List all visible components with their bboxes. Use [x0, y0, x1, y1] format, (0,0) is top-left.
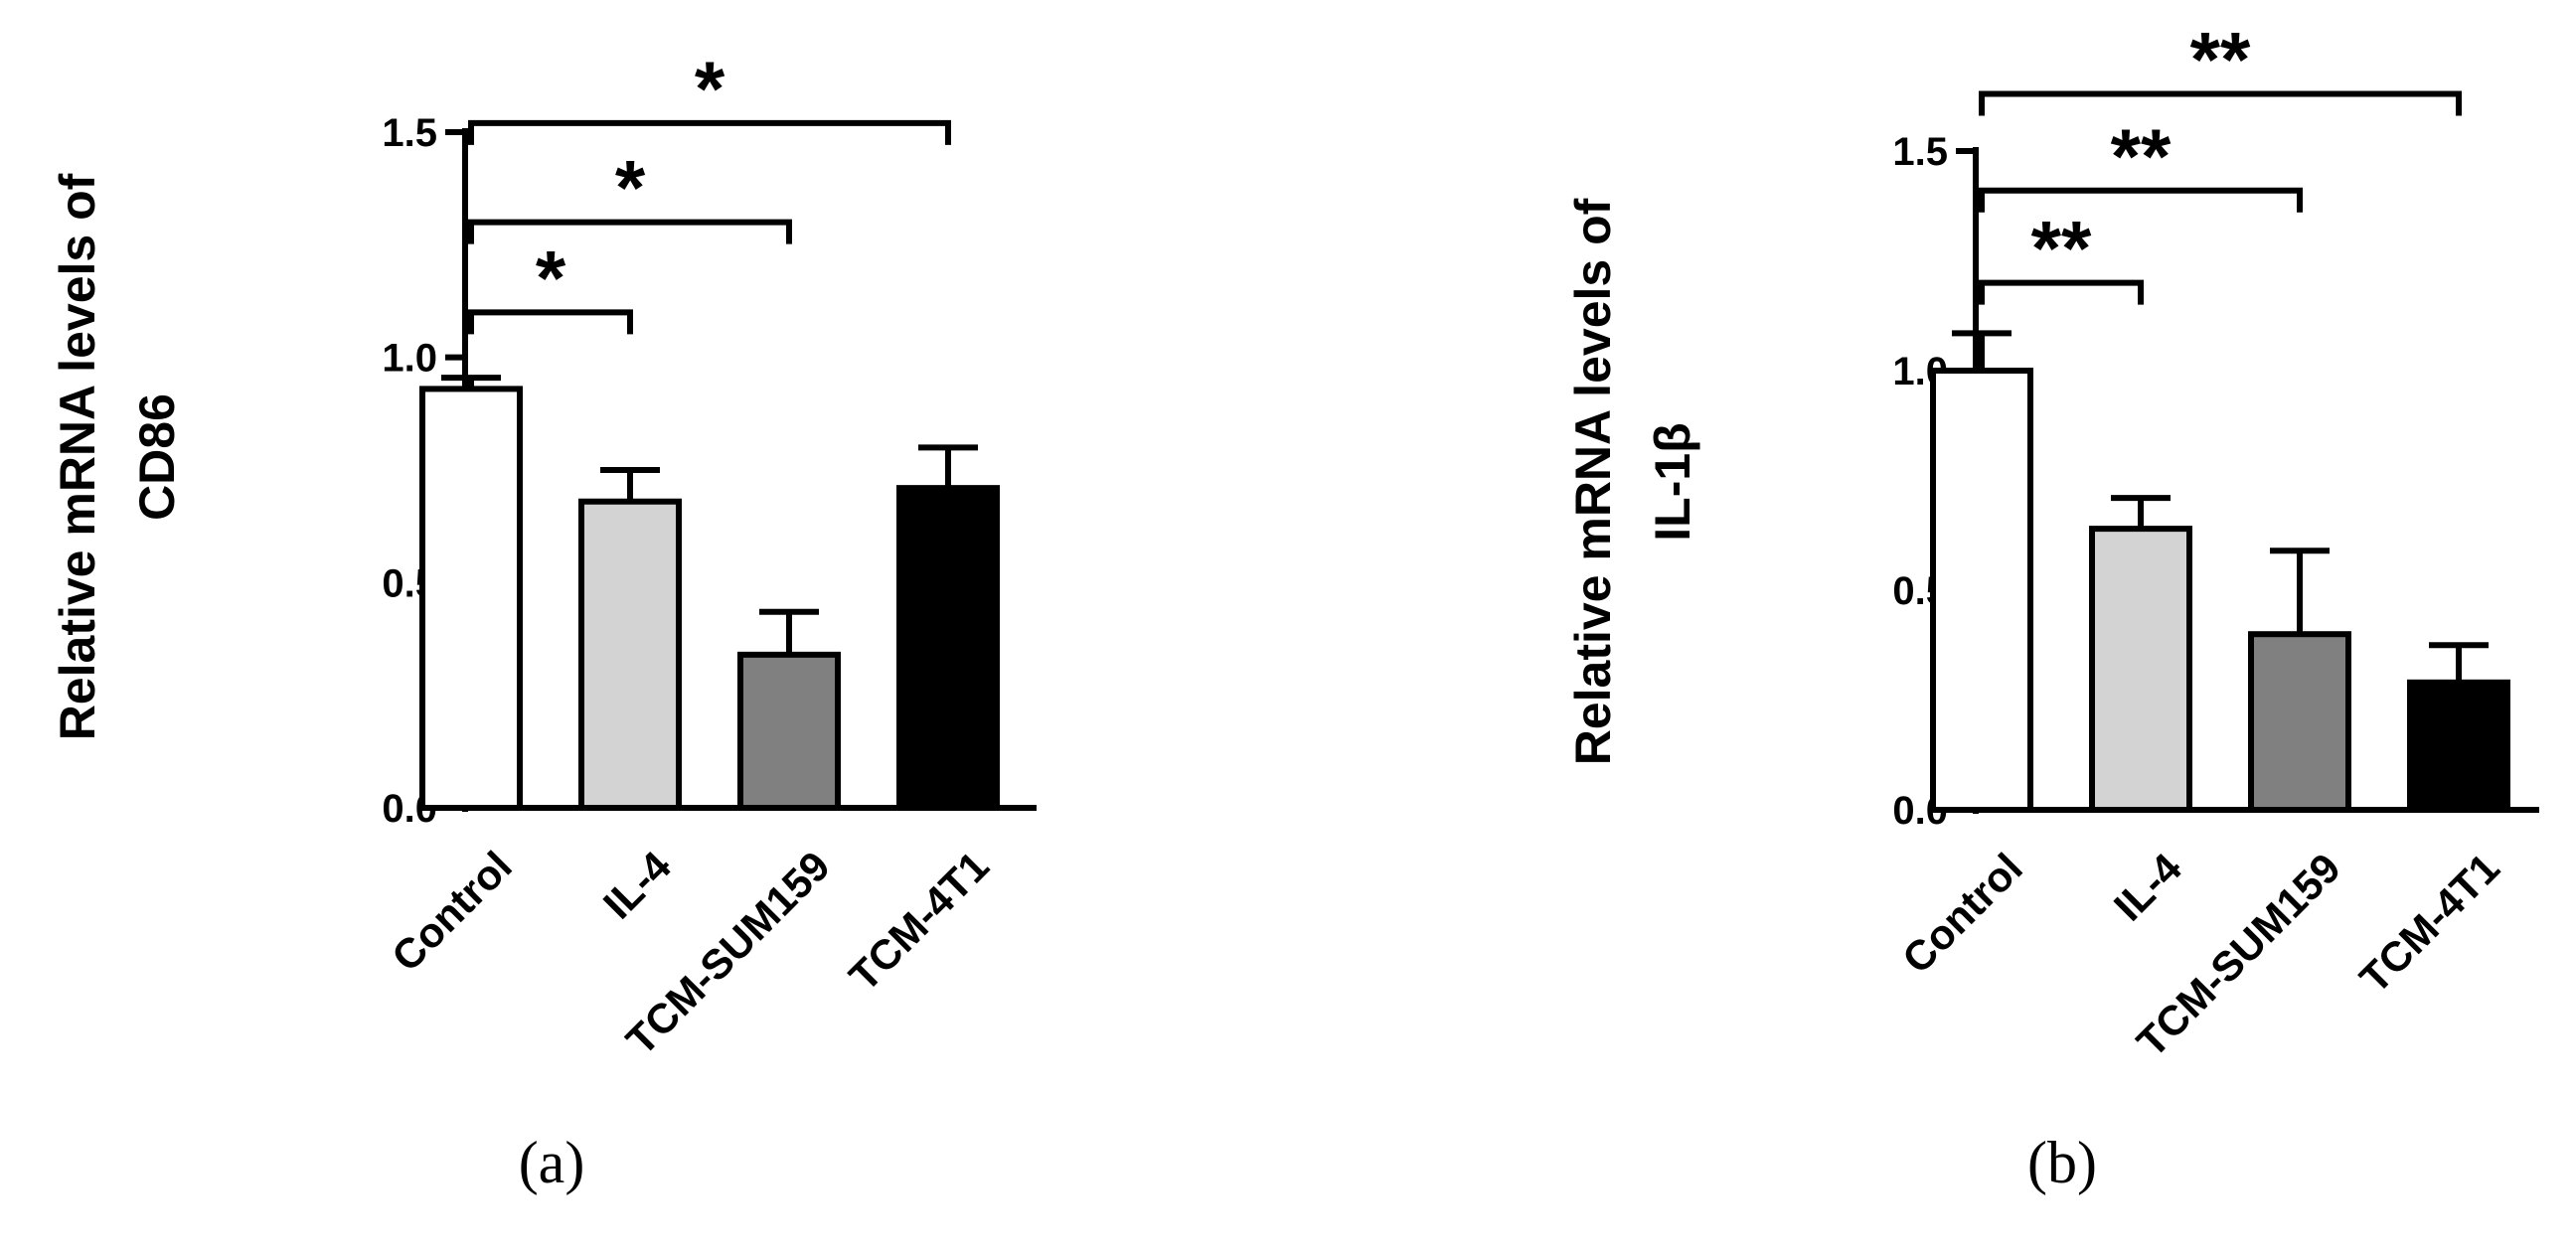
y-axis-label-line: Relative mRNA levels of: [50, 173, 105, 740]
bar: [419, 386, 523, 811]
bar: [2248, 631, 2351, 814]
y-axis-label: Relative mRNA levels of IL-1β: [1565, 198, 1700, 765]
significance-bracket: [1979, 279, 2144, 305]
bar: [1930, 368, 2033, 813]
significance-label: **: [2111, 112, 2172, 200]
bar: [2407, 679, 2510, 813]
y-tick-label: 1.5: [1892, 130, 1948, 174]
significance-bracket: [468, 309, 633, 335]
significance-label: **: [2031, 205, 2092, 292]
category-label: Control: [383, 843, 521, 981]
bar: [896, 485, 1000, 811]
panel-label: (b): [2027, 1130, 2097, 1195]
y-tick-label: 1.0: [382, 337, 437, 381]
bar: [578, 498, 682, 811]
significance-label: *: [615, 144, 646, 232]
category-label: TCM-4T1: [840, 843, 998, 1001]
y-axis-label-line: Relative mRNA levels of: [1565, 198, 1621, 765]
significance-bracket: [468, 119, 951, 145]
significance-label: *: [536, 234, 566, 321]
category-label: IL-4: [2105, 844, 2190, 929]
y-axis-label: Relative mRNA levels of CD86: [50, 173, 185, 740]
significance-bracket: [1979, 90, 2462, 116]
significance-label: **: [2190, 16, 2251, 103]
panel-label: (a): [519, 1130, 585, 1195]
category-label: Control: [1893, 845, 2031, 983]
significance-label: *: [695, 45, 725, 132]
significance-bracket: [1979, 187, 2303, 213]
y-axis-label-line: IL-1β: [1645, 422, 1700, 541]
bar: [2089, 526, 2192, 813]
category-label: IL-4: [594, 842, 680, 927]
category-label: TCM-4T1: [2350, 845, 2508, 1003]
y-axis-label-line: CD86: [129, 393, 185, 521]
y-tick-label: 1.5: [382, 111, 437, 155]
bar: [737, 651, 841, 811]
significance-bracket: [468, 219, 792, 244]
